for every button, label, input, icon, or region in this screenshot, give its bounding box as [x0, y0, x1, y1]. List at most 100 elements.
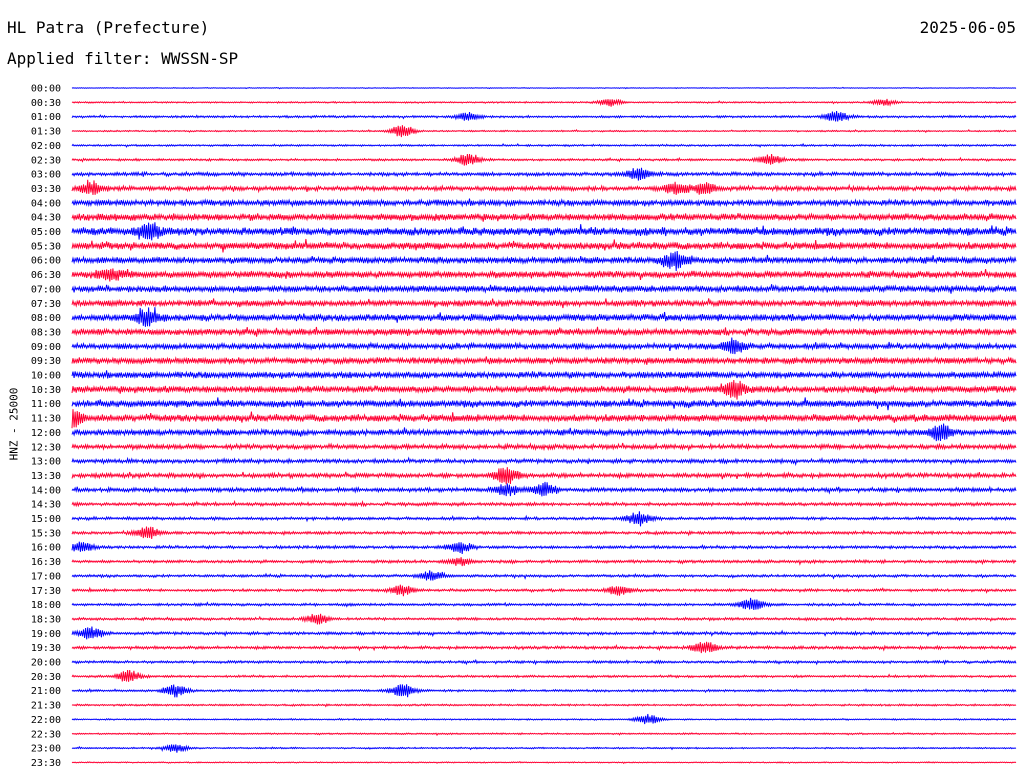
row-time-label: 00:30	[31, 98, 61, 109]
row-time-label: 22:00	[31, 715, 61, 726]
trace-line	[71, 370, 1017, 380]
row-time-label: 22:30	[31, 729, 61, 740]
row-time-label: 23:30	[31, 758, 61, 769]
trace-line	[71, 658, 1017, 666]
row-time-label: 18:30	[31, 614, 61, 625]
row-time-label: 05:30	[31, 241, 61, 252]
trace-line	[71, 570, 1017, 581]
trace-line	[71, 125, 1017, 138]
trace-line	[71, 409, 1017, 429]
row-time-label: 19:30	[31, 643, 61, 654]
row-time-label: 10:30	[31, 385, 61, 396]
row-time-label: 04:30	[31, 213, 61, 224]
trace-line	[71, 153, 1017, 166]
row-time-label: 16:30	[31, 557, 61, 568]
row-time-label: 23:00	[31, 744, 61, 755]
trace-line	[71, 684, 1017, 698]
row-time-label: 17:00	[31, 571, 61, 582]
trace-line	[71, 111, 1017, 122]
row-time-label: 15:30	[31, 528, 61, 539]
row-time-label: 12:00	[31, 428, 61, 439]
trace-line	[71, 467, 1017, 485]
trace-line	[71, 442, 1017, 452]
row-time-label: 07:00	[31, 284, 61, 295]
row-time-label: 11:30	[31, 414, 61, 425]
trace-line	[71, 731, 1017, 737]
row-time-label: 15:00	[31, 514, 61, 525]
trace-line	[71, 98, 1017, 107]
row-time-label: 05:00	[31, 227, 61, 238]
trace-line	[71, 557, 1017, 567]
trace-line	[71, 198, 1017, 208]
row-time-label: 09:30	[31, 356, 61, 367]
trace-line	[71, 167, 1017, 181]
date-label: 2025-06-05	[919, 18, 1016, 37]
row-time-label: 00:00	[31, 84, 61, 95]
row-time-label: 02:30	[31, 155, 61, 166]
trace-line	[71, 641, 1017, 654]
row-time-label: 06:00	[31, 256, 61, 267]
trace-line	[71, 86, 1017, 90]
trace-line	[71, 526, 1017, 540]
row-time-label: 13:30	[31, 471, 61, 482]
row-time-label: 20:30	[31, 672, 61, 683]
trace-line	[71, 307, 1017, 327]
trace-line	[71, 179, 1017, 195]
trace-line	[71, 250, 1017, 272]
trace-line	[71, 481, 1017, 497]
row-time-label: 10:00	[31, 371, 61, 382]
trace-line	[71, 222, 1017, 241]
row-time-label: 20:00	[31, 658, 61, 669]
station-title: HL Patra (Prefecture)	[7, 18, 210, 37]
row-time-label: 02:00	[31, 141, 61, 152]
trace-line	[71, 423, 1017, 442]
trace-line	[71, 379, 1017, 400]
trace-line	[71, 499, 1017, 508]
trace-line	[71, 743, 1017, 753]
trace-line	[71, 613, 1017, 625]
trace-line	[71, 541, 1017, 554]
row-time-label: 04:00	[31, 198, 61, 209]
filter-label: Applied filter: WWSSN-SP	[7, 49, 239, 68]
trace-line	[71, 142, 1017, 148]
row-time-label: 11:00	[31, 399, 61, 410]
trace-line	[71, 669, 1017, 682]
trace-line	[71, 397, 1017, 411]
row-time-label: 03:00	[31, 170, 61, 181]
trace-line	[71, 584, 1017, 597]
row-time-label: 21:30	[31, 701, 61, 712]
trace-line	[71, 456, 1017, 467]
row-time-label: 12:30	[31, 442, 61, 453]
trace-line	[71, 337, 1017, 355]
trace-line	[71, 298, 1017, 309]
row-time-label: 01:30	[31, 127, 61, 138]
row-time-label: 14:00	[31, 485, 61, 496]
trace-line	[71, 268, 1017, 282]
row-time-label: 01:00	[31, 112, 61, 123]
row-time-label: 21:00	[31, 686, 61, 697]
row-time-label: 08:00	[31, 313, 61, 324]
row-time-label: 07:30	[31, 299, 61, 310]
row-time-label: 06:30	[31, 270, 61, 281]
trace-line	[71, 326, 1017, 337]
row-time-label: 14:30	[31, 500, 61, 511]
trace-line	[71, 703, 1017, 708]
row-time-label: 03:30	[31, 184, 61, 195]
row-time-label: 08:30	[31, 327, 61, 338]
row-time-label: 09:00	[31, 342, 61, 353]
trace-line	[71, 238, 1017, 253]
trace-line	[71, 760, 1017, 765]
row-time-label: 19:00	[31, 629, 61, 640]
row-time-label: 18:00	[31, 600, 61, 611]
trace-line	[71, 284, 1017, 294]
trace-line	[71, 597, 1017, 610]
trace-line	[71, 511, 1017, 527]
trace-line	[71, 212, 1017, 222]
row-time-label: 17:30	[31, 586, 61, 597]
trace-line	[71, 626, 1017, 640]
trace-line	[71, 713, 1017, 725]
row-time-label: 13:00	[31, 457, 61, 468]
row-time-label: 16:00	[31, 543, 61, 554]
trace-line	[71, 355, 1017, 366]
